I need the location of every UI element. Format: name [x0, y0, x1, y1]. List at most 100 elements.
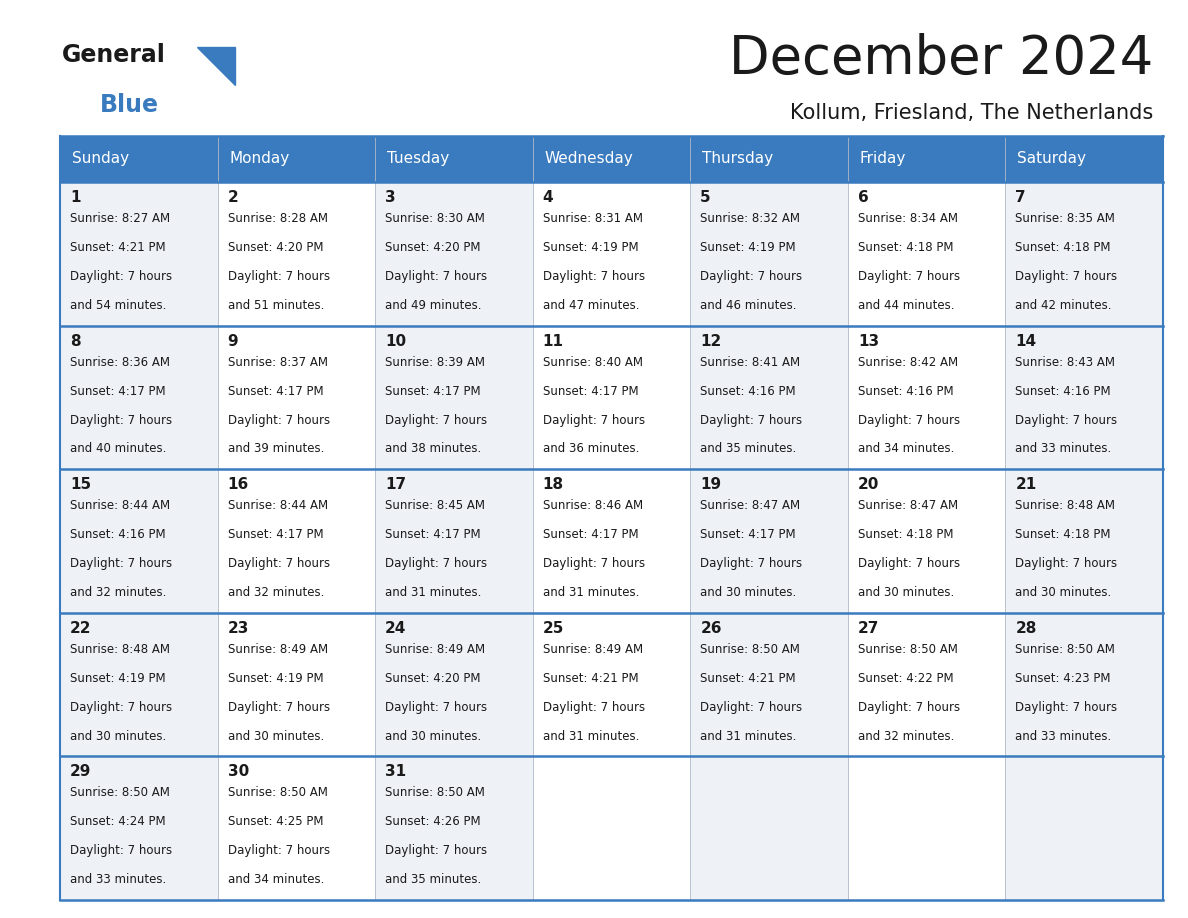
Text: Sunrise: 8:48 AM: Sunrise: 8:48 AM	[70, 643, 170, 655]
Text: Monday: Monday	[229, 151, 290, 166]
Text: Daylight: 7 hours: Daylight: 7 hours	[228, 557, 330, 570]
Text: Daylight: 7 hours: Daylight: 7 hours	[228, 270, 330, 283]
Text: Sunset: 4:18 PM: Sunset: 4:18 PM	[858, 528, 953, 541]
Text: 20: 20	[858, 477, 879, 492]
Text: and 30 minutes.: and 30 minutes.	[858, 586, 954, 599]
Bar	[217, 182, 375, 326]
Text: and 35 minutes.: and 35 minutes.	[385, 873, 481, 886]
Text: Sunrise: 8:27 AM: Sunrise: 8:27 AM	[70, 212, 170, 225]
Text: 11: 11	[543, 333, 564, 349]
Text: 22: 22	[70, 621, 91, 636]
Text: Sunrise: 8:41 AM: Sunrise: 8:41 AM	[700, 355, 801, 369]
Text: Wednesday: Wednesday	[545, 151, 633, 166]
Text: Sunset: 4:18 PM: Sunset: 4:18 PM	[858, 241, 953, 254]
Bar	[532, 613, 690, 756]
Text: Blue: Blue	[100, 93, 159, 117]
Text: 15: 15	[70, 477, 91, 492]
Text: 24: 24	[385, 621, 406, 636]
Text: Sunrise: 8:49 AM: Sunrise: 8:49 AM	[385, 643, 485, 655]
Text: Daylight: 7 hours: Daylight: 7 hours	[543, 700, 645, 713]
Text: 30: 30	[228, 765, 248, 779]
Text: 2: 2	[228, 190, 239, 205]
Bar	[848, 756, 1005, 900]
Text: and 32 minutes.: and 32 minutes.	[228, 586, 324, 599]
Text: and 31 minutes.: and 31 minutes.	[385, 586, 481, 599]
Bar	[375, 182, 532, 326]
Text: Daylight: 7 hours: Daylight: 7 hours	[543, 557, 645, 570]
Text: and 31 minutes.: and 31 minutes.	[543, 586, 639, 599]
Bar	[532, 756, 690, 900]
Text: 23: 23	[228, 621, 249, 636]
Text: Sunset: 4:16 PM: Sunset: 4:16 PM	[700, 385, 796, 397]
Bar	[61, 613, 217, 756]
Bar	[61, 326, 217, 469]
Text: Sunset: 4:17 PM: Sunset: 4:17 PM	[385, 385, 481, 397]
Bar	[690, 326, 848, 469]
Text: Daylight: 7 hours: Daylight: 7 hours	[1016, 700, 1118, 713]
Bar	[61, 756, 217, 900]
Bar	[375, 326, 532, 469]
Bar	[1005, 756, 1163, 900]
Text: Sunrise: 8:28 AM: Sunrise: 8:28 AM	[228, 212, 328, 225]
Text: Sunset: 4:18 PM: Sunset: 4:18 PM	[1016, 241, 1111, 254]
Text: Sunrise: 8:42 AM: Sunrise: 8:42 AM	[858, 355, 958, 369]
Text: Sunset: 4:17 PM: Sunset: 4:17 PM	[70, 385, 165, 397]
Bar	[61, 136, 1163, 182]
Polygon shape	[197, 47, 235, 85]
Text: Daylight: 7 hours: Daylight: 7 hours	[700, 557, 802, 570]
Text: December 2024: December 2024	[728, 33, 1154, 85]
Text: Sunrise: 8:35 AM: Sunrise: 8:35 AM	[1016, 212, 1116, 225]
Text: Sunset: 4:17 PM: Sunset: 4:17 PM	[228, 528, 323, 541]
Text: Sunrise: 8:30 AM: Sunrise: 8:30 AM	[385, 212, 485, 225]
Bar	[375, 469, 532, 613]
Text: 19: 19	[700, 477, 721, 492]
Text: Sunrise: 8:43 AM: Sunrise: 8:43 AM	[1016, 355, 1116, 369]
Text: and 30 minutes.: and 30 minutes.	[385, 730, 481, 743]
Text: Sunrise: 8:44 AM: Sunrise: 8:44 AM	[228, 499, 328, 512]
Text: 29: 29	[70, 765, 91, 779]
Text: and 32 minutes.: and 32 minutes.	[858, 730, 954, 743]
Bar	[532, 469, 690, 613]
Text: Sunrise: 8:50 AM: Sunrise: 8:50 AM	[70, 787, 170, 800]
Text: Daylight: 7 hours: Daylight: 7 hours	[385, 700, 487, 713]
Text: 1: 1	[70, 190, 81, 205]
Text: Sunrise: 8:48 AM: Sunrise: 8:48 AM	[1016, 499, 1116, 512]
Text: 4: 4	[543, 190, 554, 205]
Text: Sunrise: 8:32 AM: Sunrise: 8:32 AM	[700, 212, 801, 225]
Text: 13: 13	[858, 333, 879, 349]
Text: and 30 minutes.: and 30 minutes.	[700, 586, 796, 599]
Text: 5: 5	[700, 190, 710, 205]
Text: Sunrise: 8:46 AM: Sunrise: 8:46 AM	[543, 499, 643, 512]
Text: Sunset: 4:24 PM: Sunset: 4:24 PM	[70, 815, 165, 828]
Text: Sunrise: 8:45 AM: Sunrise: 8:45 AM	[385, 499, 485, 512]
Text: Daylight: 7 hours: Daylight: 7 hours	[228, 845, 330, 857]
Text: 12: 12	[700, 333, 721, 349]
Text: 31: 31	[385, 765, 406, 779]
Text: Daylight: 7 hours: Daylight: 7 hours	[385, 845, 487, 857]
Text: 18: 18	[543, 477, 564, 492]
Text: 16: 16	[228, 477, 248, 492]
Text: 27: 27	[858, 621, 879, 636]
Text: Sunrise: 8:31 AM: Sunrise: 8:31 AM	[543, 212, 643, 225]
Text: Daylight: 7 hours: Daylight: 7 hours	[1016, 557, 1118, 570]
Text: and 32 minutes.: and 32 minutes.	[70, 586, 166, 599]
Text: Sunrise: 8:49 AM: Sunrise: 8:49 AM	[228, 643, 328, 655]
Bar	[375, 613, 532, 756]
Text: Sunset: 4:20 PM: Sunset: 4:20 PM	[228, 241, 323, 254]
Bar	[848, 613, 1005, 756]
Text: and 38 minutes.: and 38 minutes.	[385, 442, 481, 455]
Text: Daylight: 7 hours: Daylight: 7 hours	[700, 700, 802, 713]
Text: Kollum, Friesland, The Netherlands: Kollum, Friesland, The Netherlands	[790, 103, 1154, 123]
Text: Sunrise: 8:47 AM: Sunrise: 8:47 AM	[700, 499, 801, 512]
Text: Sunrise: 8:50 AM: Sunrise: 8:50 AM	[858, 643, 958, 655]
Text: Sunrise: 8:40 AM: Sunrise: 8:40 AM	[543, 355, 643, 369]
Text: Sunset: 4:25 PM: Sunset: 4:25 PM	[228, 815, 323, 828]
Text: Daylight: 7 hours: Daylight: 7 hours	[543, 270, 645, 283]
Text: and 31 minutes.: and 31 minutes.	[543, 730, 639, 743]
Text: Sunrise: 8:50 AM: Sunrise: 8:50 AM	[1016, 643, 1116, 655]
Bar	[848, 469, 1005, 613]
Text: Daylight: 7 hours: Daylight: 7 hours	[70, 557, 172, 570]
Text: and 33 minutes.: and 33 minutes.	[70, 873, 166, 886]
Bar	[61, 182, 217, 326]
Text: Sunset: 4:21 PM: Sunset: 4:21 PM	[543, 672, 638, 685]
